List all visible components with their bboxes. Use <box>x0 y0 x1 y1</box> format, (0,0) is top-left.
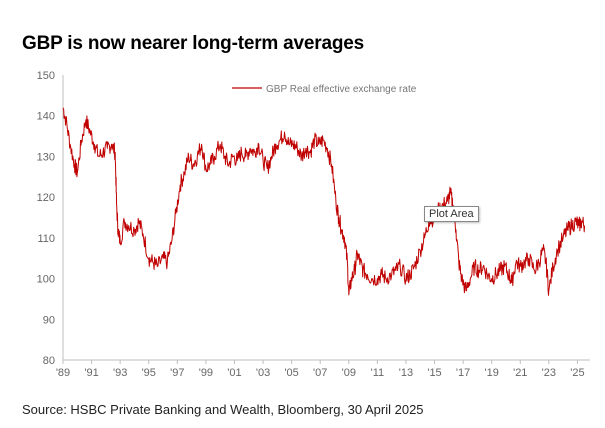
x-tick-label: '11 <box>371 367 385 379</box>
x-tick-label: '23 <box>542 367 556 379</box>
y-tick-label: 80 <box>43 355 55 367</box>
x-tick-label: '13 <box>399 367 413 379</box>
chart-title: GBP is now nearer long-term averages <box>22 33 364 54</box>
x-tick-label: '01 <box>227 367 241 379</box>
x-tick-label: '21 <box>513 367 527 379</box>
x-tick-label: '17 <box>456 367 470 379</box>
y-tick-label: 110 <box>37 233 55 245</box>
y-axis-ticks: 80 90 100 110 120 130 140 150 <box>37 70 55 367</box>
plot-area-tooltip: Plot Area <box>424 206 479 222</box>
y-tick-label: 140 <box>37 111 55 123</box>
x-tick-label: '95 <box>142 367 156 379</box>
y-tick-label: 90 <box>43 314 55 326</box>
x-tick-label: '93 <box>113 367 127 379</box>
y-tick-label: 150 <box>37 70 55 82</box>
x-tick-label: '03 <box>256 367 270 379</box>
x-axis-ticks: '89 '91 '93 '95 '97 '99 '01 '03 '05 '07 '09 '11 '13 '… <box>56 360 585 379</box>
x-tick-label: '25 <box>570 367 584 379</box>
legend: GBP Real effective exchange rate <box>232 84 417 95</box>
y-tick-label: 120 <box>37 192 55 204</box>
legend-label: GBP Real effective exchange rate <box>266 84 417 95</box>
x-tick-label: '05 <box>284 367 298 379</box>
x-tick-label: '97 <box>170 367 184 379</box>
x-tick-label: '91 <box>84 367 98 379</box>
y-tick-label: 100 <box>37 274 55 286</box>
x-tick-label: '99 <box>199 367 213 379</box>
source-note: Source: HSBC Private Banking and Wealth,… <box>22 402 424 417</box>
x-tick-label: '07 <box>313 367 327 379</box>
series-line <box>62 107 586 296</box>
x-tick-label: '89 <box>56 367 70 379</box>
x-tick-label: '15 <box>427 367 441 379</box>
y-tick-label: 130 <box>37 151 55 163</box>
series-group <box>62 107 586 296</box>
x-tick-label: '09 <box>342 367 356 379</box>
x-tick-label: '19 <box>485 367 499 379</box>
